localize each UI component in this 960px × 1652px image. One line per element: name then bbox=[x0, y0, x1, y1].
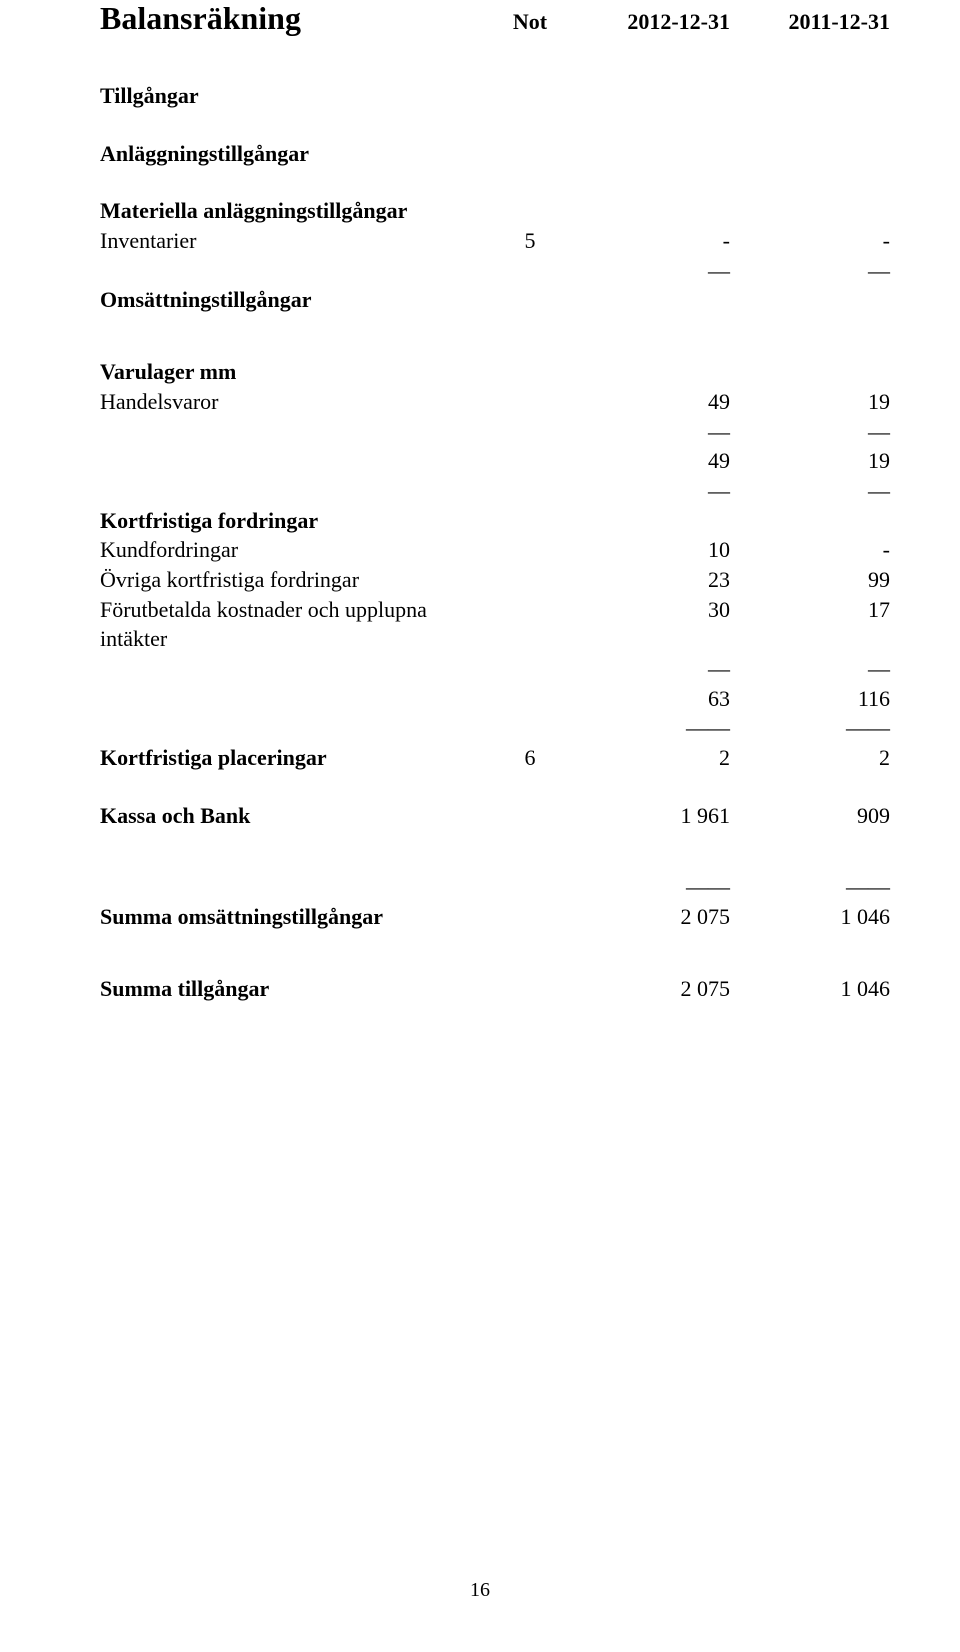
rule-varulager-2: — — bbox=[100, 476, 890, 506]
row-summa-till: Summa tillgångar 2 075 1 046 bbox=[100, 974, 890, 1004]
col-header-not: Not bbox=[490, 9, 570, 35]
row-handelsvaror: Handelsvaror 49 19 bbox=[100, 387, 890, 417]
val-b-summa-till: 1 046 bbox=[730, 974, 890, 1004]
rule-kf-1: — — bbox=[100, 654, 890, 684]
section-varulager: Varulager mm bbox=[100, 357, 890, 387]
rule-b: — bbox=[730, 256, 890, 286]
header-row: Balansräkning Not 2012-12-31 2011-12-31 bbox=[100, 0, 890, 37]
rule-a: — bbox=[570, 417, 730, 447]
section-anlaggning: Anläggningstillgångar bbox=[100, 139, 890, 169]
label-kundfordr: Kundfordringar bbox=[100, 535, 490, 565]
not-inventarier: 5 bbox=[490, 226, 570, 256]
rule-a: — bbox=[570, 256, 730, 286]
row-summa-oms: Summa omsättningstillgångar 2 075 1 046 bbox=[100, 902, 890, 932]
label-inventarier: Inventarier bbox=[100, 226, 490, 256]
heading-materiella: Materiella anläggningstillgångar bbox=[100, 196, 890, 226]
heading-tillgangar: Tillgångar bbox=[100, 81, 890, 111]
rule-kf-2: —— —— bbox=[100, 713, 890, 743]
rule-varulager-1: — — bbox=[100, 417, 890, 447]
val-a-handelsvaror: 49 bbox=[570, 387, 730, 417]
val-b-kundfordr: - bbox=[730, 535, 890, 565]
section-materiella: Materiella anläggningstillgångar bbox=[100, 196, 890, 226]
val-b-summa-oms: 1 046 bbox=[730, 902, 890, 932]
val-b-kortfr-plac: 2 bbox=[730, 743, 890, 773]
rule-materiella: — — bbox=[100, 256, 890, 286]
row-kortfr-plac: Kortfristiga placeringar 6 2 2 bbox=[100, 743, 890, 773]
val-a-summa-oms: 2 075 bbox=[570, 902, 730, 932]
val-a-forutbet: 30 bbox=[570, 595, 730, 625]
sum-b: 19 bbox=[730, 446, 890, 476]
val-a-ovriga: 23 bbox=[570, 565, 730, 595]
page-title: Balansräkning bbox=[100, 0, 490, 37]
rule-b: — bbox=[730, 417, 890, 447]
row-forutbet: Förutbetalda kostnader och upplupna intä… bbox=[100, 595, 890, 654]
rule-a: — bbox=[570, 476, 730, 506]
heading-omsattning: Omsättningstillgångar bbox=[100, 285, 890, 315]
sum-a: 63 bbox=[570, 684, 730, 714]
val-a-kortfr-plac: 2 bbox=[570, 743, 730, 773]
label-handelsvaror: Handelsvaror bbox=[100, 387, 490, 417]
rule-a: —— bbox=[570, 713, 730, 743]
val-a-kassa: 1 961 bbox=[570, 801, 730, 831]
sum-kf: 63 116 bbox=[100, 684, 890, 714]
heading-kortfr-fordr: Kortfristiga fordringar bbox=[100, 506, 890, 536]
val-b-inventarier: - bbox=[730, 226, 890, 256]
col-header-b: 2011-12-31 bbox=[730, 9, 890, 35]
rule-b: —— bbox=[730, 872, 890, 902]
section-omsattning: Omsättningstillgångar bbox=[100, 285, 890, 315]
sum-a: 49 bbox=[570, 446, 730, 476]
rule-b: — bbox=[730, 476, 890, 506]
sum-b: 116 bbox=[730, 684, 890, 714]
heading-varulager: Varulager mm bbox=[100, 357, 890, 387]
val-b-handelsvaror: 19 bbox=[730, 387, 890, 417]
page-number: 16 bbox=[0, 1579, 960, 1602]
label-forutbet: Förutbetalda kostnader och upplupna intä… bbox=[100, 595, 490, 654]
rule-kassa: —— —— bbox=[100, 872, 890, 902]
val-a-summa-till: 2 075 bbox=[570, 974, 730, 1004]
val-a-inventarier: - bbox=[570, 226, 730, 256]
section-kortfr-fordr: Kortfristiga fordringar bbox=[100, 506, 890, 536]
section-tillgangar: Tillgångar bbox=[100, 81, 890, 111]
row-inventarier: Inventarier 5 - - bbox=[100, 226, 890, 256]
row-ovriga: Övriga kortfristiga fordringar 23 99 bbox=[100, 565, 890, 595]
not-kortfr-plac: 6 bbox=[490, 743, 570, 773]
col-header-a: 2012-12-31 bbox=[570, 9, 730, 35]
val-b-ovriga: 99 bbox=[730, 565, 890, 595]
label-kassa: Kassa och Bank bbox=[100, 801, 490, 831]
label-summa-till: Summa tillgångar bbox=[100, 974, 490, 1004]
label-kortfr-plac: Kortfristiga placeringar bbox=[100, 743, 490, 773]
row-kassa: Kassa och Bank 1 961 909 bbox=[100, 801, 890, 831]
sum-varulager: 49 19 bbox=[100, 446, 890, 476]
val-b-kassa: 909 bbox=[730, 801, 890, 831]
rule-a: — bbox=[570, 654, 730, 684]
rule-b: — bbox=[730, 654, 890, 684]
val-b-forutbet: 17 bbox=[730, 595, 890, 625]
val-a-kundfordr: 10 bbox=[570, 535, 730, 565]
heading-anlaggning: Anläggningstillgångar bbox=[100, 139, 890, 169]
rule-b: —— bbox=[730, 713, 890, 743]
label-ovriga: Övriga kortfristiga fordringar bbox=[100, 565, 490, 595]
row-kundfordr: Kundfordringar 10 - bbox=[100, 535, 890, 565]
label-summa-oms: Summa omsättningstillgångar bbox=[100, 902, 490, 932]
rule-a: —— bbox=[570, 872, 730, 902]
